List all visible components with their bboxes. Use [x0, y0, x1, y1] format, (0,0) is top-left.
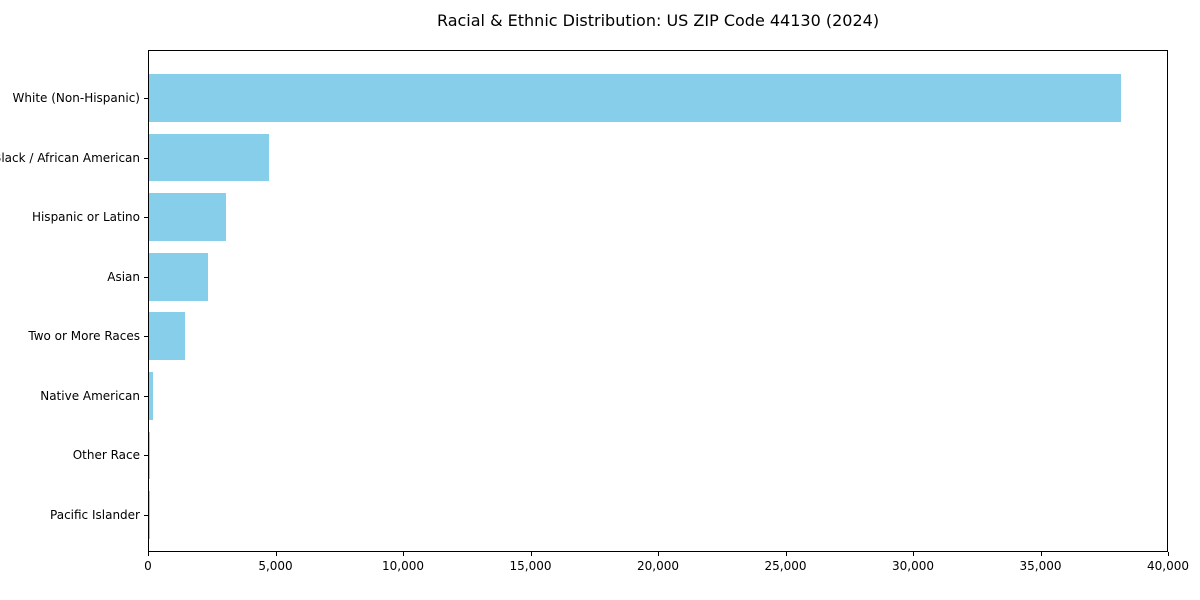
y-tick-mark — [144, 336, 148, 338]
x-tick-label-0: 0 — [144, 559, 152, 573]
x-tick-label-35-000: 35,000 — [1019, 559, 1062, 573]
bar-other-race — [149, 431, 151, 480]
y-tick-mark — [144, 514, 148, 516]
y-tick-label-native-american: Native American — [40, 388, 140, 403]
x-tick-label-5-000: 5,000 — [258, 559, 293, 573]
x-tick-mark — [1168, 552, 1169, 556]
y-tick-label-two-or-more-races: Two or More Races — [28, 329, 140, 344]
y-tick-mark — [144, 455, 148, 457]
y-tick-label-hispanic-or-latino: Hispanic or Latino — [31, 210, 140, 225]
x-tick-mark — [275, 552, 277, 556]
plot-area — [148, 50, 1168, 552]
bar-two-or-more-races — [149, 312, 185, 361]
y-tick-label-asian: Asian — [107, 269, 140, 284]
bar-native-american — [149, 372, 154, 420]
x-tick-label-10-000: 10,000 — [382, 559, 424, 573]
y-tick-label-other-race: Other Race — [72, 448, 140, 463]
y-tick-mark — [144, 97, 148, 99]
x-tick-mark — [403, 552, 404, 556]
x-tick-label-25-000: 25,000 — [764, 559, 807, 573]
x-tick-label-15-000: 15,000 — [509, 559, 552, 573]
x-tick-mark — [913, 552, 914, 556]
y-tick-label-black-african-american: Black / African American — [0, 150, 140, 165]
y-tick-label-white-non-hispanic: White (Non-Hispanic) — [12, 90, 140, 105]
x-tick-mark — [785, 552, 787, 556]
x-tick-mark — [148, 552, 149, 556]
chart-title: Racial & Ethnic Distribution: US ZIP Cod… — [436, 11, 880, 30]
y-tick-mark — [144, 157, 148, 159]
bar-white-non-hispanic — [149, 74, 1121, 122]
y-tick-label-pacific-islander: Pacific Islander — [50, 507, 140, 522]
x-tick-label-30-000: 30,000 — [892, 559, 934, 573]
x-tick-label-40-000: 40,000 — [1147, 559, 1189, 573]
bar-black-african-american — [149, 133, 269, 182]
y-tick-mark — [144, 217, 148, 219]
x-tick-label-20-000: 20,000 — [637, 559, 679, 573]
bar-asian — [149, 252, 208, 301]
x-tick-mark — [1040, 552, 1042, 556]
y-tick-mark — [144, 276, 148, 278]
x-tick-mark — [530, 552, 532, 556]
bar-hispanic-or-latino — [149, 193, 226, 241]
y-tick-mark — [144, 395, 148, 397]
x-tick-mark — [658, 552, 659, 556]
